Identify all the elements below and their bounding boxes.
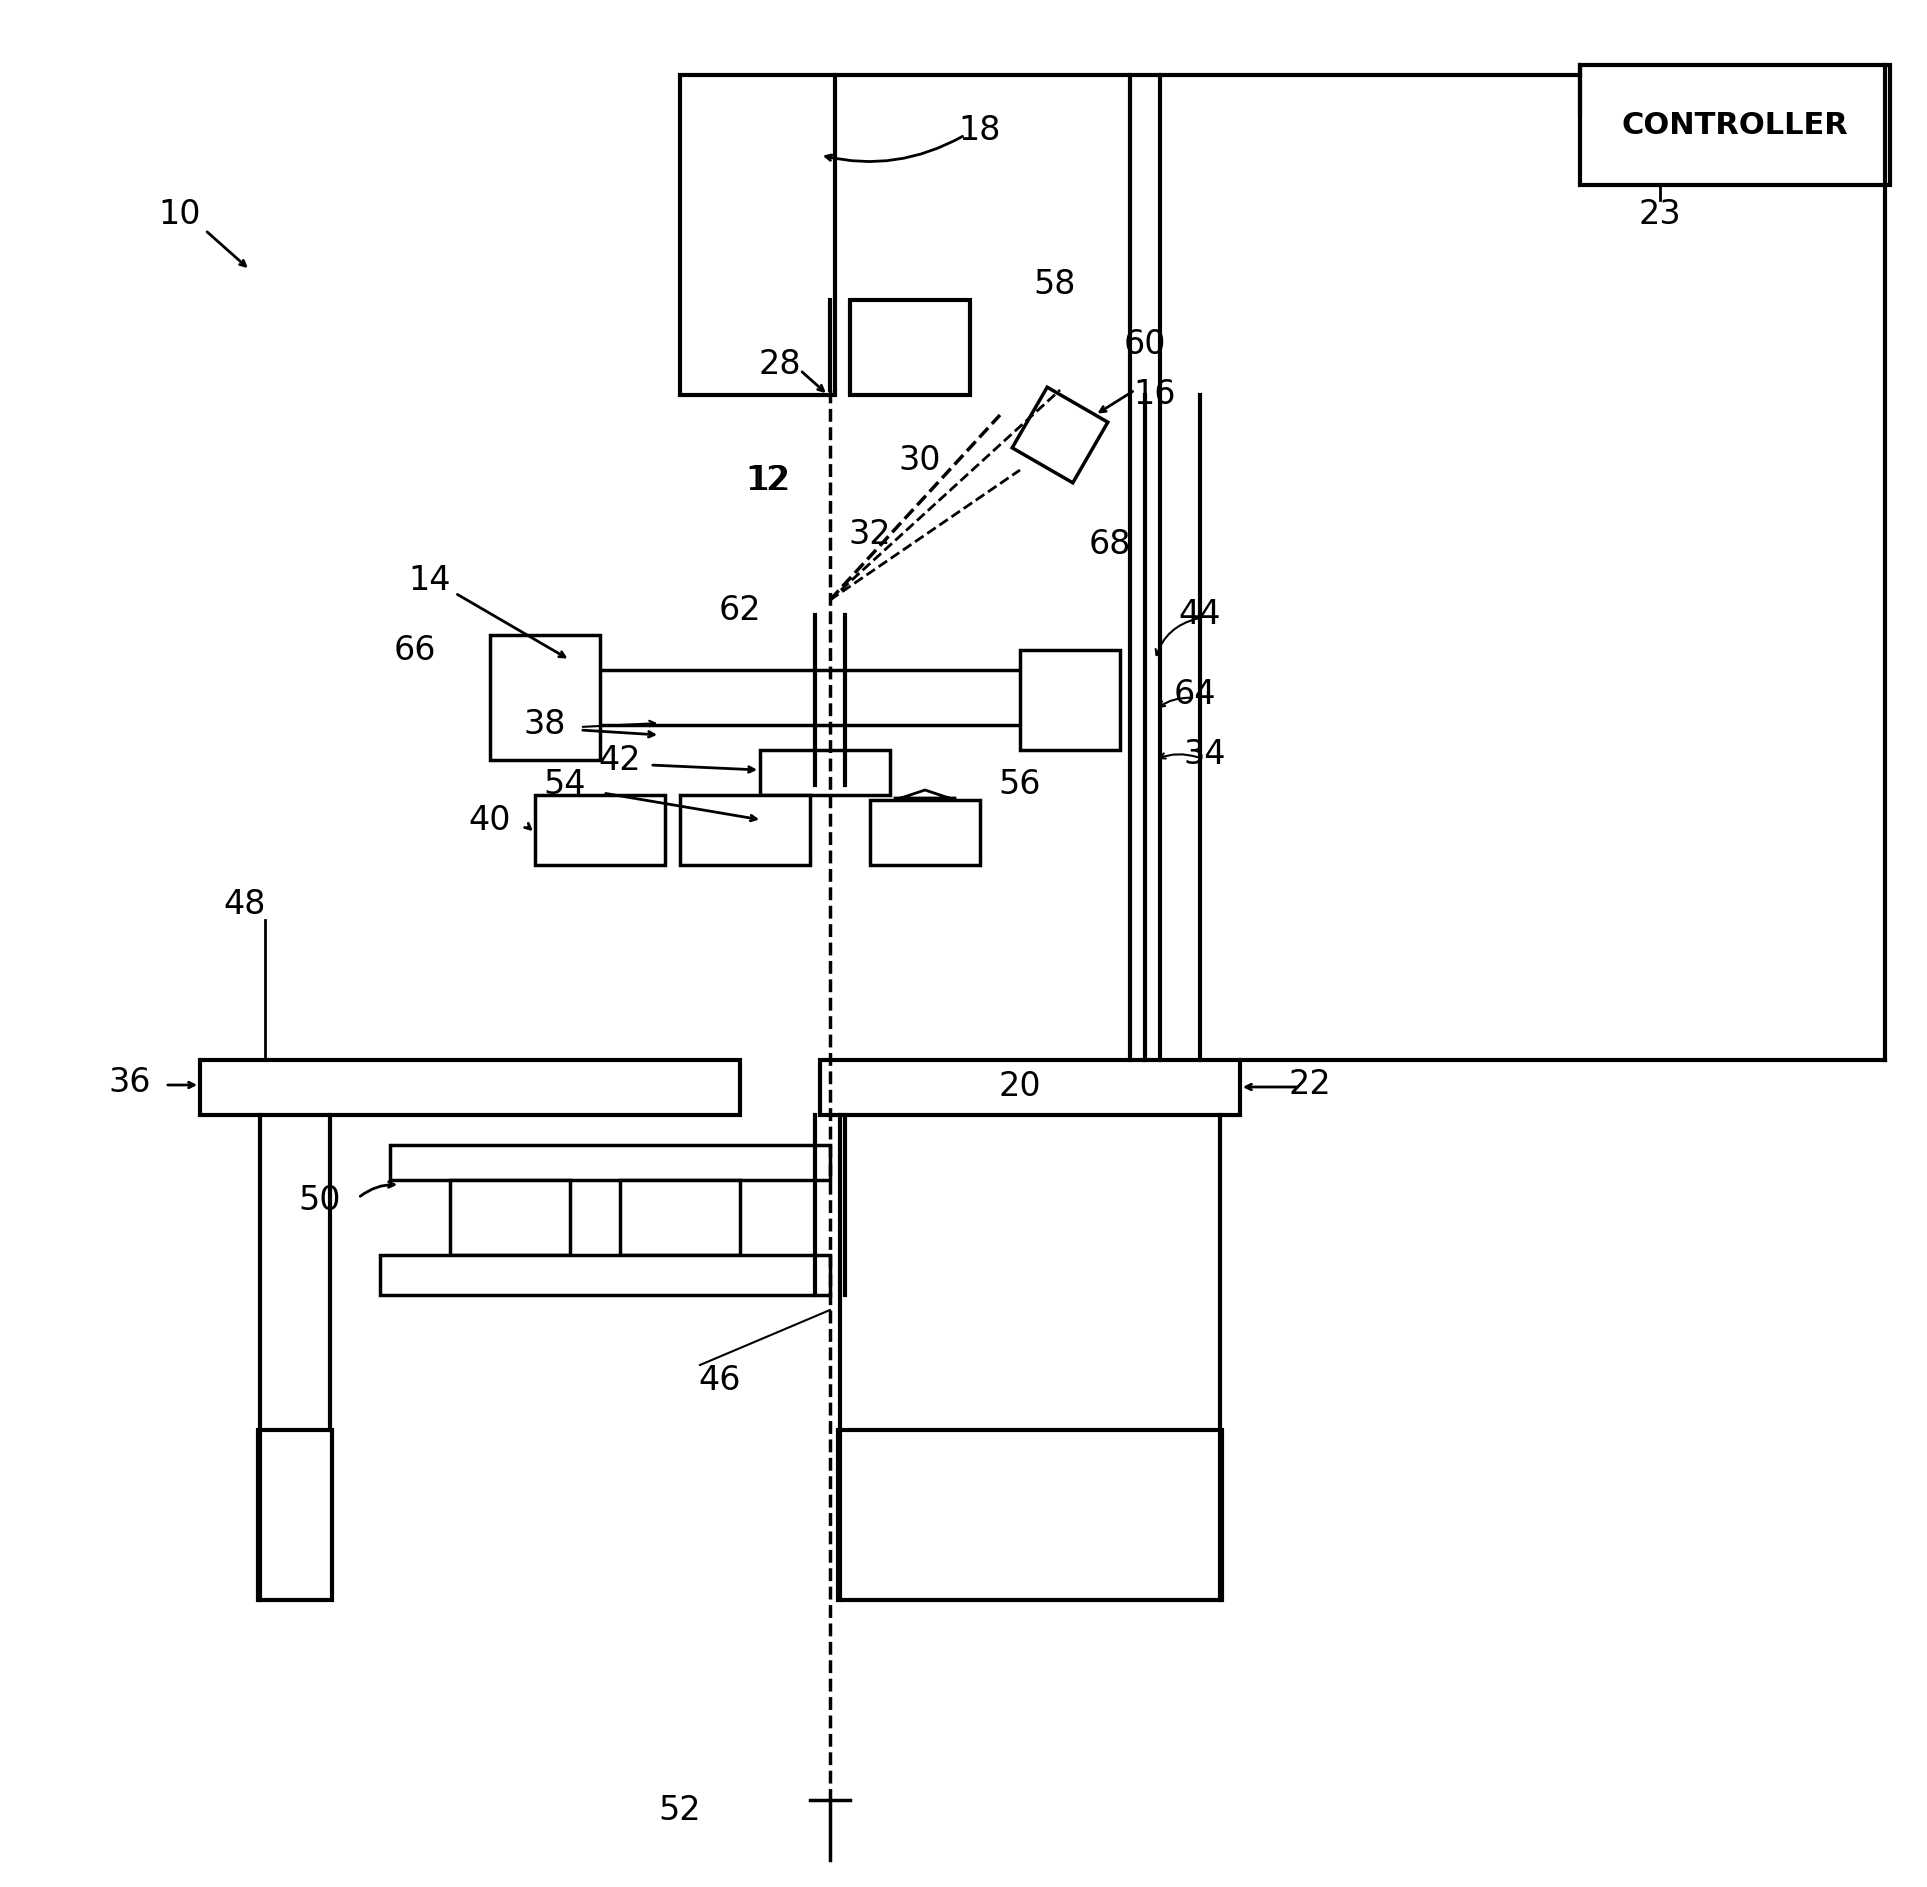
Text: 18: 18 xyxy=(960,113,1002,147)
Bar xyxy=(200,1060,740,1115)
Bar xyxy=(838,1430,1222,1600)
Text: 58: 58 xyxy=(1033,268,1075,302)
Text: 10: 10 xyxy=(158,198,200,232)
Text: 56: 56 xyxy=(998,768,1041,802)
Text: 40: 40 xyxy=(468,804,511,836)
Text: 32: 32 xyxy=(848,519,892,551)
Bar xyxy=(759,749,890,794)
Text: 12: 12 xyxy=(750,464,792,496)
Text: 50: 50 xyxy=(299,1183,341,1217)
Bar xyxy=(451,1179,570,1255)
Bar xyxy=(580,670,1031,725)
Text: CONTROLLER: CONTROLLER xyxy=(1623,111,1848,140)
Text: 62: 62 xyxy=(719,594,761,626)
Text: 28: 28 xyxy=(759,349,802,381)
Text: 30: 30 xyxy=(898,443,940,477)
Text: 68: 68 xyxy=(1089,528,1131,562)
Text: 60: 60 xyxy=(1123,328,1166,362)
Bar xyxy=(680,794,809,864)
Text: 34: 34 xyxy=(1183,738,1226,772)
Bar xyxy=(821,1060,1239,1115)
Text: 64: 64 xyxy=(1174,679,1216,711)
Text: 12: 12 xyxy=(746,464,788,496)
Bar xyxy=(258,1430,331,1600)
Text: 48: 48 xyxy=(224,889,266,921)
Text: 16: 16 xyxy=(1133,379,1175,411)
Bar xyxy=(380,1255,831,1294)
Text: 46: 46 xyxy=(700,1364,742,1396)
Text: 52: 52 xyxy=(659,1793,701,1827)
Bar xyxy=(536,794,665,864)
Text: 38: 38 xyxy=(524,708,567,742)
Bar xyxy=(680,75,834,394)
Text: 42: 42 xyxy=(599,743,642,776)
Text: 14: 14 xyxy=(409,564,451,596)
Text: 44: 44 xyxy=(1179,598,1222,632)
Bar xyxy=(489,636,599,760)
Text: 20: 20 xyxy=(998,1070,1041,1104)
Polygon shape xyxy=(1012,387,1108,483)
Bar xyxy=(869,800,981,864)
Text: 22: 22 xyxy=(1289,1068,1332,1102)
Bar xyxy=(620,1179,740,1255)
Bar xyxy=(1019,649,1120,749)
Polygon shape xyxy=(894,791,956,800)
Bar xyxy=(850,300,969,394)
Bar xyxy=(1580,64,1890,185)
Text: 66: 66 xyxy=(393,634,436,666)
Text: 54: 54 xyxy=(543,768,586,802)
Text: 36: 36 xyxy=(108,1066,150,1098)
Text: 23: 23 xyxy=(1638,198,1682,232)
Bar xyxy=(389,1145,831,1179)
